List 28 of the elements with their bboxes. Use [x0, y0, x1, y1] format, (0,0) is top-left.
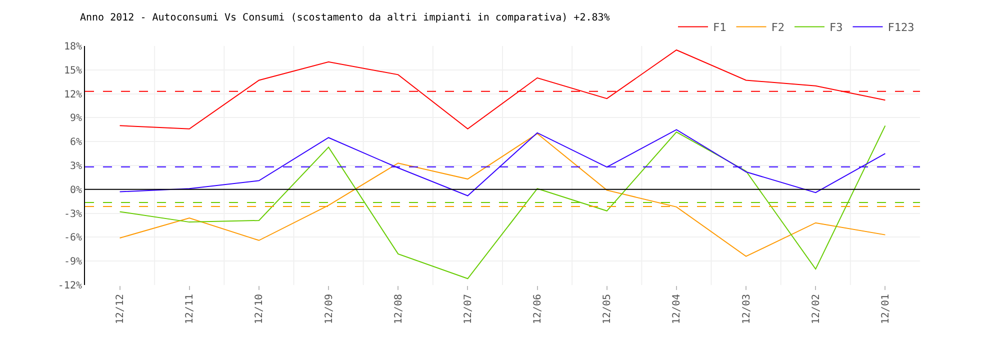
x-tick-label: 12/12: [115, 294, 126, 324]
x-tick-label: 12/03: [741, 294, 752, 324]
legend-label: F123: [888, 21, 914, 34]
y-tick-label: 18%: [64, 42, 82, 52]
legend-label: F1: [713, 21, 726, 34]
y-tick-label: 6%: [70, 137, 82, 148]
y-tick-label: 15%: [64, 65, 82, 76]
x-tick-label: 12/05: [602, 294, 614, 324]
x-tick-label: 12/01: [880, 294, 892, 324]
x-tick-label: 12/06: [532, 294, 544, 324]
x-tick-label: 12/09: [324, 294, 335, 324]
x-tick-label: 12/04: [672, 294, 683, 324]
x-tick-label: 12/02: [810, 294, 822, 324]
y-tick-label: -9%: [64, 256, 82, 268]
y-tick-label: 3%: [70, 161, 82, 172]
x-tick-label: 12/11: [184, 294, 196, 324]
x-tick-label: 12/07: [462, 294, 474, 324]
y-tick-label: 12%: [64, 89, 82, 100]
legend-label: F2: [771, 21, 784, 34]
y-tick-label: -12%: [58, 280, 82, 292]
chart-title: Anno 2012 - Autoconsumi Vs Consumi (scostamento da altri impianti in comparativa) +2.83%: [80, 12, 610, 24]
y-tick-label: 9%: [70, 113, 82, 124]
x-tick-label: 12/08: [393, 294, 404, 324]
y-tick-label: -6%: [64, 232, 82, 244]
y-tick-label: 0%: [70, 184, 82, 196]
legend-label: F3: [830, 21, 843, 34]
y-tick-label: -3%: [64, 208, 82, 220]
x-tick-label: 12/10: [254, 294, 266, 324]
